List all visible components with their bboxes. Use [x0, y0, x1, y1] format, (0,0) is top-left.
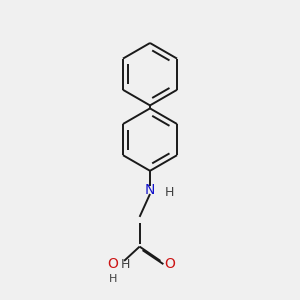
Text: O: O — [107, 257, 118, 272]
Text: H: H — [120, 258, 130, 271]
Text: H: H — [164, 186, 174, 199]
Text: H: H — [109, 274, 118, 284]
Text: N: N — [145, 183, 155, 197]
Text: O: O — [164, 257, 175, 272]
